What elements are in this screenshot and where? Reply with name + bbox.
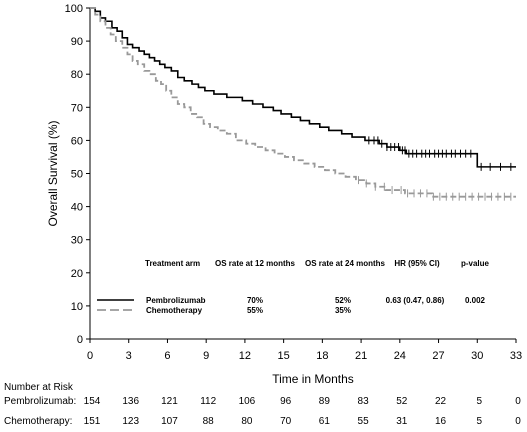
x-tick-label: 12 — [239, 350, 251, 362]
y-tick-label: 50 — [71, 169, 83, 181]
risk-value: 121 — [161, 396, 178, 407]
legend-os24: 52% — [335, 296, 351, 305]
risk-value: 31 — [396, 416, 408, 427]
series-line-chemotherapy — [90, 7, 516, 198]
risk-table-title: Number at Risk — [4, 382, 74, 393]
risk-value: 83 — [358, 396, 370, 407]
legend-header: HR (95% CI) — [394, 259, 440, 268]
x-tick-label: 6 — [164, 350, 170, 362]
risk-value: 55 — [358, 416, 370, 427]
y-tick-label: 70 — [71, 102, 83, 114]
risk-value: 5 — [476, 396, 482, 407]
y-tick-label: 10 — [71, 301, 83, 313]
x-tick-label: 30 — [471, 350, 483, 362]
x-tick-label: 24 — [394, 350, 406, 362]
risk-value: 22 — [435, 396, 447, 407]
y-tick-label: 90 — [71, 36, 83, 48]
x-axis-title: Time in Months — [272, 372, 354, 386]
risk-value: 154 — [84, 396, 101, 407]
y-tick-label: 30 — [71, 235, 83, 247]
x-tick-label: 9 — [203, 350, 209, 362]
legend-p: 0.002 — [465, 296, 486, 305]
risk-value: 88 — [203, 416, 215, 427]
y-tick-label: 0 — [77, 334, 83, 346]
risk-value: 16 — [435, 416, 447, 427]
legend-header: p-value — [461, 259, 490, 268]
legend-os24: 35% — [335, 306, 351, 315]
axes: 0 10 20 30 40 50 60 70 80 90 100 0 3 6 9 12 15 18 21 24 27 30… — [46, 3, 522, 386]
x-tick-label: 3 — [126, 350, 132, 362]
risk-table: Number at Risk Pembrolizumab: 154 136 121 112… — [4, 382, 521, 427]
y-tick-label: 60 — [71, 135, 83, 147]
legend-arm: Pembrolizumab — [146, 296, 206, 305]
legend: Treatment arm OS rate at 12 months OS rate… — [97, 259, 490, 315]
risk-row-label: Chemotherapy: — [4, 416, 72, 427]
risk-value: 107 — [161, 416, 178, 427]
risk-value: 61 — [319, 416, 331, 427]
legend-header: OS rate at 12 months — [215, 259, 296, 268]
legend-header: OS rate at 24 months — [305, 259, 386, 268]
risk-value: 151 — [84, 416, 101, 427]
y-axis-title: Overall Survival (%) — [46, 120, 60, 226]
legend-arm: Chemotherapy — [146, 306, 203, 315]
risk-value: 0 — [515, 396, 521, 407]
legend-os12: 70% — [247, 296, 263, 305]
risk-value: 136 — [122, 396, 139, 407]
legend-hr: 0.63 (0.47, 0.86) — [386, 296, 445, 305]
risk-value: 70 — [280, 416, 292, 427]
y-tick-label: 40 — [71, 202, 83, 214]
x-tick-label: 33 — [510, 350, 522, 362]
legend-os12: 55% — [247, 306, 263, 315]
risk-value: 52 — [396, 396, 408, 407]
y-tick-label: 80 — [71, 69, 83, 81]
risk-value: 80 — [241, 416, 253, 427]
series-layer — [90, 7, 516, 201]
risk-value: 112 — [200, 396, 216, 407]
x-tick-label: 18 — [316, 350, 328, 362]
x-tick-label: 27 — [432, 350, 444, 362]
x-tick-label: 21 — [355, 350, 367, 362]
series-line-pembrolizumab — [90, 7, 516, 168]
y-tick-label: 100 — [65, 3, 83, 15]
risk-value: 0 — [515, 416, 521, 427]
x-tick-label: 0 — [87, 350, 93, 362]
risk-value: 96 — [280, 396, 292, 407]
y-tick-label: 20 — [71, 268, 83, 280]
risk-value: 123 — [122, 416, 139, 427]
x-tick-label: 15 — [278, 350, 290, 362]
risk-row-label: Pembrolizumab: — [4, 396, 76, 407]
legend-header: Treatment arm — [145, 259, 200, 268]
risk-value: 106 — [239, 396, 256, 407]
risk-value: 5 — [476, 416, 482, 427]
risk-value: 89 — [319, 396, 331, 407]
